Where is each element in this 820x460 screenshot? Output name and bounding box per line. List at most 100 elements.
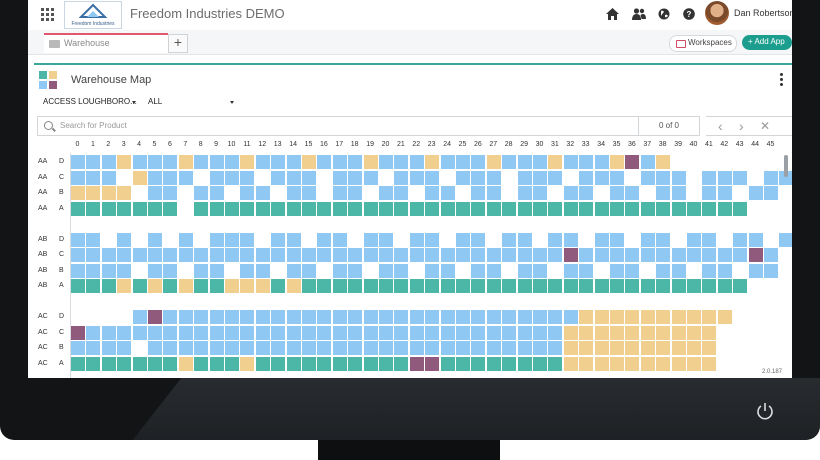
bin-empty[interactable] <box>625 186 640 200</box>
bin-empty[interactable] <box>702 232 717 247</box>
bin-empty[interactable] <box>394 341 409 355</box>
bin-reserved[interactable] <box>594 341 609 355</box>
bin-empty[interactable] <box>332 232 347 247</box>
bin-empty[interactable] <box>209 232 224 247</box>
bin-empty[interactable] <box>579 170 594 185</box>
bin-empty[interactable] <box>717 186 732 200</box>
bin-stocked[interactable] <box>163 279 178 293</box>
bin-empty[interactable] <box>671 263 686 278</box>
bin-reserved[interactable] <box>302 155 316 169</box>
bin-stocked[interactable] <box>502 201 517 216</box>
bin-empty[interactable] <box>409 341 424 355</box>
bin-stocked[interactable] <box>101 279 116 293</box>
bin-empty[interactable] <box>348 170 363 185</box>
bin-empty[interactable] <box>240 170 255 185</box>
bin-empty[interactable] <box>86 170 101 185</box>
bin-reserved[interactable] <box>687 356 701 371</box>
bin-stocked[interactable] <box>194 356 209 371</box>
bin-empty[interactable] <box>163 341 178 355</box>
bin-stocked[interactable] <box>271 356 286 371</box>
bin-empty[interactable] <box>317 310 332 324</box>
bin-empty[interactable] <box>240 325 255 340</box>
bin-reserved[interactable] <box>579 356 594 371</box>
bin-reserved[interactable] <box>86 186 101 200</box>
bin-empty[interactable] <box>502 232 517 247</box>
bin-empty[interactable] <box>610 232 624 247</box>
bin-stocked[interactable] <box>255 201 270 216</box>
bin-empty[interactable] <box>486 325 501 340</box>
bin-reserved[interactable] <box>594 356 609 371</box>
globe-icon[interactable] <box>658 7 670 25</box>
bin-stocked[interactable] <box>332 356 347 371</box>
bin-stocked[interactable] <box>163 201 178 216</box>
bin-empty[interactable] <box>255 310 270 324</box>
bin-empty[interactable] <box>517 186 532 200</box>
bin-stocked[interactable] <box>363 201 378 216</box>
bin-reserved[interactable] <box>656 310 671 324</box>
bin-empty[interactable] <box>271 248 286 262</box>
bin-empty[interactable] <box>548 310 563 324</box>
bin-empty[interactable] <box>101 155 116 169</box>
bin-empty[interactable] <box>440 310 455 324</box>
bin-empty[interactable] <box>702 170 717 185</box>
bin-empty[interactable] <box>302 263 316 278</box>
bin-stocked[interactable] <box>86 279 101 293</box>
bin-empty[interactable] <box>348 248 363 262</box>
more-options-icon[interactable] <box>780 73 783 88</box>
bin-empty[interactable] <box>533 341 547 355</box>
bin-stocked[interactable] <box>394 201 409 216</box>
bin-empty[interactable] <box>379 310 393 324</box>
bin-stocked[interactable] <box>456 279 470 293</box>
bin-empty[interactable] <box>286 325 301 340</box>
bin-empty[interactable] <box>379 186 393 200</box>
bin-empty[interactable] <box>163 325 178 340</box>
bin-reserved[interactable] <box>610 356 624 371</box>
bin-empty[interactable] <box>271 155 286 169</box>
bin-stocked[interactable] <box>440 201 455 216</box>
bin-empty[interactable] <box>486 248 501 262</box>
bin-reserved[interactable] <box>579 325 594 340</box>
bin-empty[interactable] <box>132 325 147 340</box>
bin-flagged[interactable] <box>148 310 162 324</box>
bin-empty[interactable] <box>502 310 517 324</box>
bin-empty[interactable] <box>148 325 162 340</box>
bin-empty[interactable] <box>194 341 209 355</box>
bin-stocked[interactable] <box>86 201 101 216</box>
bin-stocked[interactable] <box>579 279 594 293</box>
bin-stocked[interactable] <box>733 279 748 293</box>
bin-empty[interactable] <box>656 248 671 262</box>
bin-empty[interactable] <box>440 186 455 200</box>
vertical-scrollbar[interactable] <box>784 155 788 177</box>
bin-stocked[interactable] <box>317 279 332 293</box>
bin-empty[interactable] <box>456 325 470 340</box>
bin-empty[interactable] <box>687 232 701 247</box>
bin-empty[interactable] <box>533 310 547 324</box>
bin-empty[interactable] <box>163 263 178 278</box>
bin-stocked[interactable] <box>71 279 85 293</box>
bin-empty[interactable] <box>548 248 563 262</box>
bin-reserved[interactable] <box>656 155 671 169</box>
bin-empty[interactable] <box>225 155 239 169</box>
bin-empty[interactable] <box>225 341 239 355</box>
bin-empty[interactable] <box>178 341 193 355</box>
product-search[interactable]: Search for Product <box>37 116 639 136</box>
bin-stocked[interactable] <box>302 201 316 216</box>
bin-empty[interactable] <box>456 170 470 185</box>
bin-empty[interactable] <box>394 325 409 340</box>
bin-empty[interactable] <box>594 155 609 169</box>
bin-empty[interactable] <box>394 263 409 278</box>
bin-empty[interactable] <box>332 186 347 200</box>
bin-empty[interactable] <box>348 186 363 200</box>
bin-empty[interactable] <box>502 155 517 169</box>
bin-stocked[interactable] <box>286 201 301 216</box>
bin-stocked[interactable] <box>502 356 517 371</box>
bin-empty[interactable] <box>456 310 470 324</box>
bin-empty[interactable] <box>332 310 347 324</box>
bin-stocked[interactable] <box>148 356 162 371</box>
bin-empty[interactable] <box>302 310 316 324</box>
bin-empty[interactable] <box>425 186 440 200</box>
bin-stocked[interactable] <box>363 279 378 293</box>
bin-empty[interactable] <box>471 341 486 355</box>
bin-reserved[interactable] <box>132 170 147 185</box>
bin-reserved[interactable] <box>363 155 378 169</box>
